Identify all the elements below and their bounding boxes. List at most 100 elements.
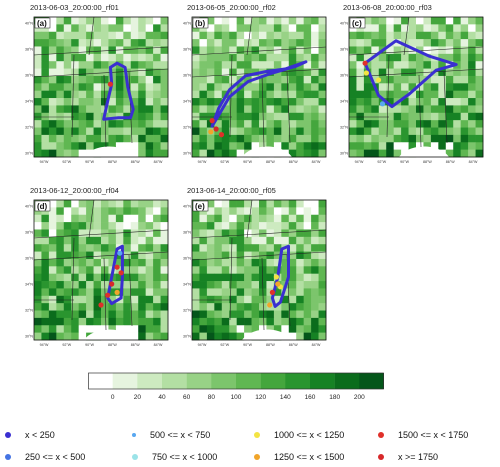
vegetation-cell — [318, 46, 327, 55]
vegetation-cell — [41, 31, 50, 40]
vegetation-cell — [266, 53, 275, 62]
vegetation-cell — [281, 142, 290, 150]
vegetation-cell — [281, 258, 290, 267]
vegetation-cell — [281, 200, 290, 208]
vegetation-cell — [56, 295, 65, 304]
vegetation-cell — [296, 24, 304, 33]
vegetation-cell — [221, 214, 230, 223]
state-border-line — [33, 68, 169, 78]
vegetation-cell — [296, 142, 304, 150]
legend-label: 500 <= x < 750 — [150, 430, 211, 440]
vegetation-cell — [378, 105, 387, 114]
vegetation-cell — [71, 105, 79, 114]
vegetation-cell — [266, 317, 275, 326]
vegetation-cell — [296, 295, 304, 304]
vegetation-cell — [460, 90, 469, 99]
vegetation-cell — [453, 105, 461, 114]
vegetation-cell — [123, 244, 132, 252]
vegetation-cell — [356, 68, 365, 77]
vegetation-cell — [236, 24, 245, 33]
vegetation-cell — [445, 39, 454, 47]
vegetation-cell — [145, 75, 154, 84]
vegetation-cell — [160, 112, 169, 121]
vegetation-cell — [296, 317, 304, 326]
vegetation-cell — [101, 222, 109, 230]
vegetation-cell — [288, 281, 297, 289]
vegetation-cell — [160, 24, 169, 33]
vegetation-cell — [56, 207, 65, 216]
vegetation-cell — [288, 207, 297, 216]
vegetation-cell — [93, 303, 102, 311]
vegetation-cell — [408, 24, 417, 33]
vegetation-cell — [273, 310, 282, 319]
vegetation-cell — [199, 325, 208, 333]
vegetation-cell — [101, 134, 109, 143]
vegetation-cell — [56, 310, 65, 319]
vegetation-cell — [145, 325, 154, 333]
vegetation-cell — [311, 68, 319, 77]
vegetation-cell — [453, 98, 461, 106]
vegetation-cell — [56, 31, 65, 40]
vegetation-cell — [311, 303, 319, 311]
vegetation-cell — [468, 105, 476, 114]
vegetation-cell — [281, 214, 290, 223]
vegetation-cell — [206, 39, 215, 47]
lat-tick-label: 30°N — [25, 335, 33, 339]
vegetation-cell — [229, 317, 237, 326]
vegetation-cell — [318, 244, 327, 252]
vegetation-cell — [229, 295, 237, 304]
vegetation-cell — [145, 332, 154, 341]
vegetation-cell — [236, 39, 245, 47]
vegetation-cell — [160, 222, 169, 230]
vegetation-cell — [41, 53, 50, 62]
vegetation-cell — [430, 105, 439, 114]
vegetation-cell — [48, 236, 57, 245]
vegetation-cell — [138, 31, 146, 40]
vegetation-cell — [41, 229, 50, 238]
vegetation-cell — [71, 112, 79, 121]
vegetation-cell — [93, 295, 102, 304]
vegetation-cell — [408, 90, 417, 99]
vegetation-cell — [349, 83, 357, 91]
vegetation-cell — [221, 24, 230, 33]
state-border-line — [128, 254, 133, 327]
vegetation-cell — [115, 105, 124, 114]
vegetation-cell — [318, 258, 327, 267]
lat-tick-label: 38°N — [25, 231, 33, 235]
vegetation-cell — [71, 281, 79, 289]
vegetation-cell — [138, 149, 146, 158]
vegetation-cell — [416, 127, 424, 136]
map-panel-b: (b) 40°N 38°N 36°N 34°N 32°N 30°N 94°W 92°W 90°W 8… — [180, 15, 332, 173]
vegetation-cell — [214, 325, 223, 333]
colorbar-segment — [162, 373, 187, 389]
vegetation-cell — [48, 83, 57, 91]
vegetation-cell — [236, 244, 245, 252]
vegetation-cell — [115, 83, 124, 91]
vegetation-cell — [244, 127, 252, 136]
vegetation-cell — [393, 46, 402, 55]
vegetation-cell — [438, 46, 447, 55]
vegetation-cell — [199, 332, 208, 341]
vegetation-cell — [206, 134, 215, 143]
vegetation-cell — [48, 273, 57, 282]
vegetation-cell — [251, 266, 260, 274]
state-border-line — [33, 251, 169, 261]
vegetation-cell — [318, 214, 327, 223]
vegetation-cell — [86, 310, 94, 319]
vegetation-cell — [192, 332, 200, 341]
vegetation-cell — [251, 273, 260, 282]
vegetation-cell — [438, 24, 447, 33]
legend-item-ge1750: x >= 1750 — [378, 452, 438, 462]
vegetation-cell — [78, 214, 87, 223]
vegetation-cell — [41, 288, 50, 297]
vegetation-cell — [416, 24, 424, 33]
vegetation-cell — [221, 68, 230, 77]
vegetation-cell — [221, 258, 230, 267]
vegetation-cell — [71, 53, 79, 62]
vegetation-cell — [468, 83, 476, 91]
vegetation-cell — [266, 244, 275, 252]
vegetation-cell — [296, 17, 304, 25]
vegetation-cell — [229, 258, 237, 267]
vegetation-cell — [251, 46, 260, 55]
vegetation-cell — [63, 303, 72, 311]
